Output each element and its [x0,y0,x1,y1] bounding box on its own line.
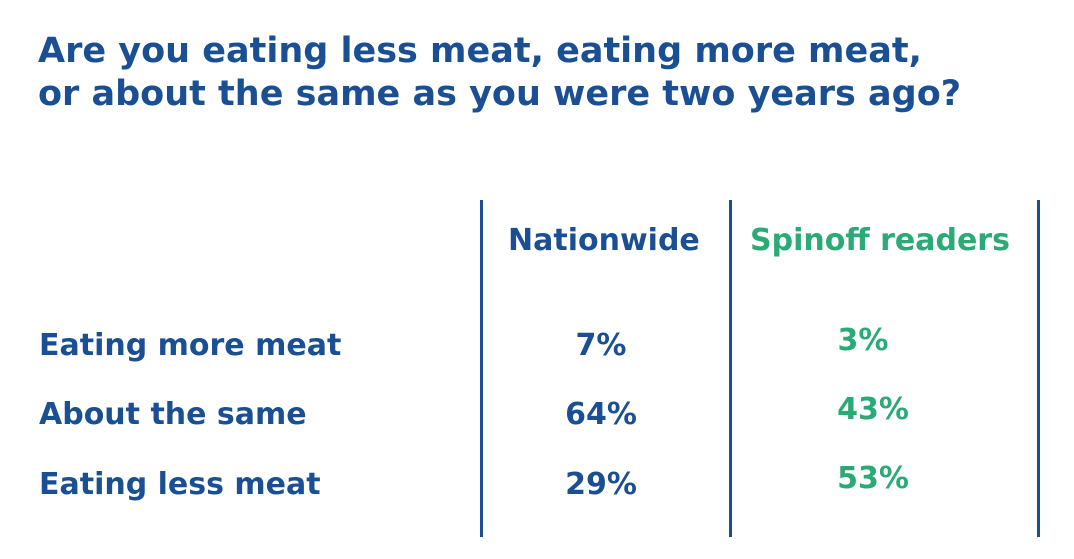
cell-nationwide-more-meat: 7% [575,328,627,363]
chart-title: Are you eating less meat, eating more me… [38,30,1038,116]
chart-title-line-1: Are you eating less meat, eating more me… [38,31,922,71]
cell-spinoff-more-meat: 3% [837,323,889,358]
row-label-eating-more-meat: Eating more meat [39,328,342,363]
column-header-spinoff-readers: Spinoff readers [750,223,1010,258]
cell-spinoff-about-same: 43% [837,392,909,427]
column-header-nationwide: Nationwide [508,223,700,258]
cell-spinoff-less-meat: 53% [837,461,909,496]
row-label-about-the-same: About the same [39,397,307,432]
chart-title-line-2: or about the same as you were two years … [38,74,962,114]
column-divider-right [1037,200,1040,537]
row-label-eating-less-meat: Eating less meat [39,467,321,502]
cell-nationwide-about-same: 64% [565,397,637,432]
column-divider-middle [729,200,732,537]
cell-nationwide-less-meat: 29% [565,467,637,502]
column-divider-left [480,200,483,537]
